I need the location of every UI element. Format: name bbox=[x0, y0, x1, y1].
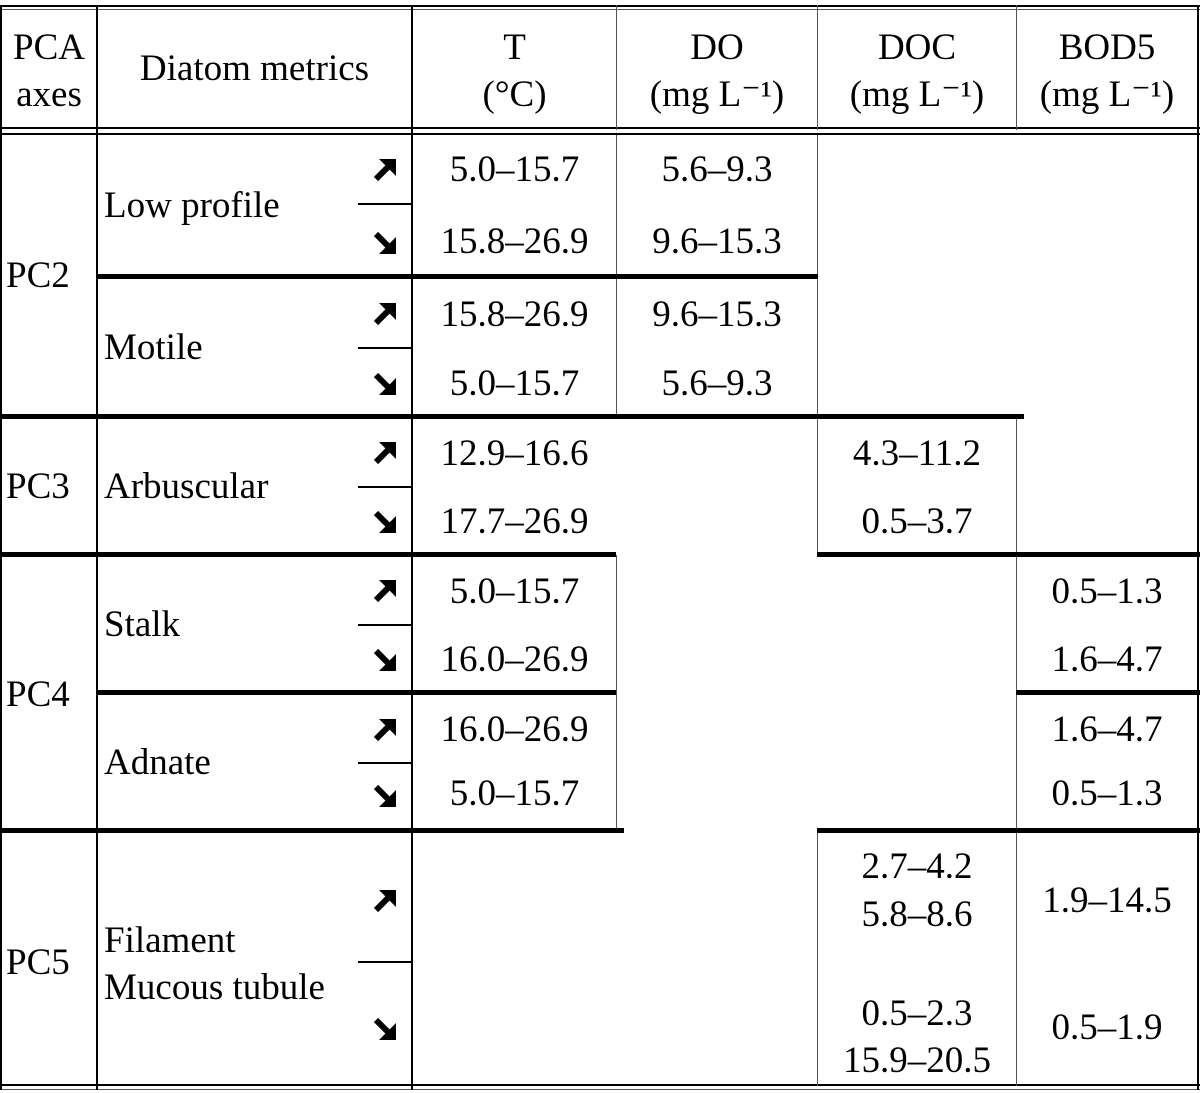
arrow-down-right-icon bbox=[368, 643, 402, 677]
col-divider-do-doc bbox=[817, 5, 818, 130]
col-divider-doc-bod bbox=[1016, 5, 1017, 130]
axis-pc5: PC5 bbox=[6, 942, 70, 983]
cell-motile-up-do: 9.6–15.3 bbox=[652, 294, 782, 335]
table-bottom-rule-2 bbox=[0, 1089, 1200, 1090]
rule-lowprofile-motile bbox=[98, 274, 818, 279]
metric-stalk: Stalk bbox=[104, 604, 181, 645]
header-do: DO bbox=[690, 27, 744, 68]
cell-stalk-up-bod: 0.5–1.3 bbox=[1051, 571, 1163, 612]
header-bottom-rule bbox=[0, 127, 1200, 129]
cell-lowprofile-up-do: 5.6–9.3 bbox=[661, 149, 773, 190]
arrow-down-right-icon bbox=[368, 1012, 402, 1046]
t-right-line-pc4 bbox=[616, 555, 617, 831]
metric-adnate: Adnate bbox=[104, 742, 211, 783]
cell-pc5-up-bod: 1.9–14.5 bbox=[1042, 880, 1172, 921]
header-doc-unit: (mg L⁻¹) bbox=[849, 74, 985, 115]
cell-adnate-up-bod: 1.6–4.7 bbox=[1051, 709, 1163, 750]
cell-stalk-up-t: 5.0–15.7 bbox=[449, 571, 580, 612]
cell-lowprofile-down-do: 9.6–15.3 bbox=[652, 221, 782, 262]
col-divider-axes bbox=[96, 5, 98, 1090]
arrow-down-right-icon bbox=[368, 226, 402, 260]
updown-divider-adnate bbox=[358, 762, 411, 764]
cell-motile-down-do: 5.6–9.3 bbox=[661, 363, 773, 404]
cell-adnate-down-t: 5.0–15.7 bbox=[449, 773, 580, 814]
updown-divider-lowprofile bbox=[358, 203, 411, 205]
arrow-down-right-icon bbox=[368, 367, 402, 401]
metric-mucous-tubule: Mucous tubule bbox=[104, 967, 325, 1008]
col-divider-metrics bbox=[411, 5, 413, 1090]
cell-arbuscular-down-doc: 0.5–3.7 bbox=[861, 501, 973, 542]
header-t: T bbox=[503, 27, 526, 68]
cell-pc5-down-doc-1: 0.5–2.3 bbox=[861, 993, 973, 1034]
rule-pc3-pc4-left bbox=[0, 552, 616, 557]
metric-motile: Motile bbox=[104, 327, 203, 368]
rule-pc4-pc5-right bbox=[817, 828, 1200, 833]
metric-low-profile: Low profile bbox=[104, 185, 280, 226]
cell-motile-up-t: 15.8–26.9 bbox=[440, 294, 589, 335]
rule-pc2-pc3 bbox=[0, 414, 1024, 419]
doc-left-line-pc3 bbox=[817, 417, 818, 555]
header-bod5: BOD5 bbox=[1058, 27, 1156, 68]
updown-divider-stalk bbox=[358, 624, 411, 626]
header-bod5-unit: (mg L⁻¹) bbox=[1039, 74, 1175, 115]
updown-divider-motile bbox=[358, 347, 411, 349]
updown-divider-pc5 bbox=[358, 961, 411, 963]
metric-filament: Filament bbox=[104, 920, 236, 961]
cell-arbuscular-up-t: 12.9–16.6 bbox=[440, 433, 589, 474]
axis-pc4: PC4 bbox=[6, 674, 70, 715]
cell-lowprofile-down-t: 15.8–26.9 bbox=[440, 221, 589, 262]
header-bottom-rule-2 bbox=[0, 133, 1200, 135]
cell-pc5-down-doc-2: 15.9–20.5 bbox=[843, 1040, 991, 1081]
left-border bbox=[0, 5, 2, 1090]
rule-stalk-adnate-right bbox=[1016, 690, 1200, 695]
cell-motile-down-t: 5.0–15.7 bbox=[449, 363, 580, 404]
updown-divider-arbuscular bbox=[358, 486, 411, 488]
arrow-up-right-icon bbox=[368, 153, 402, 187]
cell-lowprofile-up-t: 5.0–15.7 bbox=[449, 149, 580, 190]
cell-stalk-down-t: 16.0–26.9 bbox=[440, 639, 589, 680]
axis-pc2: PC2 bbox=[6, 255, 70, 296]
cell-arbuscular-down-t: 17.7–26.9 bbox=[440, 501, 589, 542]
rule-stalk-adnate-left bbox=[98, 690, 616, 695]
cell-adnate-up-t: 16.0–26.9 bbox=[440, 709, 589, 750]
arrow-up-right-icon bbox=[368, 713, 402, 747]
header-diatom-metrics: Diatom metrics bbox=[139, 48, 370, 89]
axis-pc3: PC3 bbox=[6, 466, 70, 507]
right-border bbox=[1197, 5, 1199, 1090]
arrow-up-right-icon bbox=[368, 574, 402, 608]
table-bottom-rule bbox=[0, 1084, 1200, 1086]
table-top-rule bbox=[0, 5, 1200, 7]
cell-pc5-up-doc-1: 2.7–4.2 bbox=[861, 846, 973, 887]
cell-stalk-down-bod: 1.6–4.7 bbox=[1051, 639, 1163, 680]
arrow-up-right-icon bbox=[368, 436, 402, 470]
cell-adnate-down-bod: 0.5–1.3 bbox=[1051, 773, 1163, 814]
doc-right-line-pc3 bbox=[1016, 417, 1017, 555]
table-top-rule-inner bbox=[0, 9, 1200, 10]
arrow-up-right-icon bbox=[368, 884, 402, 918]
rule-pc4-pc5-left bbox=[0, 828, 624, 833]
arrow-down-right-icon bbox=[368, 779, 402, 813]
doc-right-line-pc5 bbox=[1016, 831, 1017, 1086]
header-do-unit: (mg L⁻¹) bbox=[649, 74, 785, 115]
cell-arbuscular-up-doc: 4.3–11.2 bbox=[852, 433, 982, 474]
header-pca: PCA bbox=[13, 27, 85, 68]
arrow-up-right-icon bbox=[368, 297, 402, 331]
arrow-down-right-icon bbox=[368, 505, 402, 539]
header-axes: axes bbox=[16, 74, 82, 115]
cell-pc5-up-doc-2: 5.8–8.6 bbox=[861, 894, 973, 935]
header-doc: DOC bbox=[877, 27, 957, 68]
metric-arbuscular: Arbuscular bbox=[104, 466, 269, 507]
doc-left-line-pc5 bbox=[817, 831, 818, 1086]
header-t-unit: (°C) bbox=[482, 74, 547, 115]
col-divider-t-do bbox=[616, 5, 617, 130]
cell-pc5-down-bod: 0.5–1.9 bbox=[1051, 1007, 1163, 1048]
rule-pc3-pc4-right bbox=[817, 552, 1200, 557]
